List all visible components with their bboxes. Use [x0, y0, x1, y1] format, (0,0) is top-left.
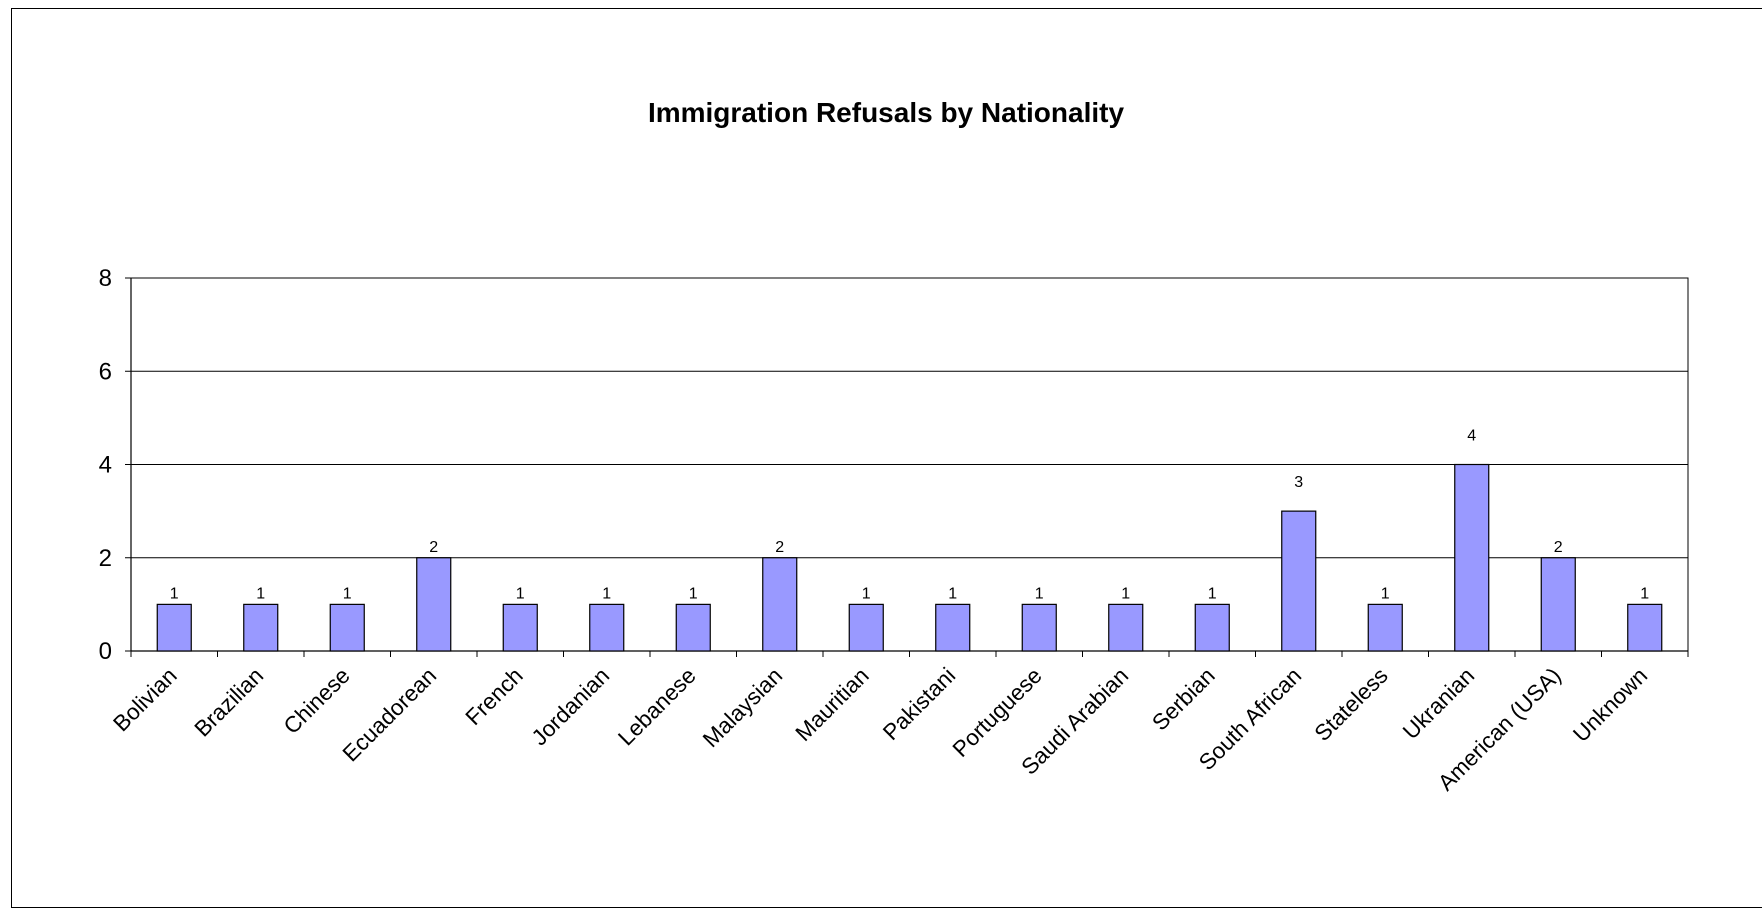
plot-area: 0 2 4 6 8 1 Bolivian 1 Brazilian 1 Chinese 2 Ecuador…	[99, 265, 1689, 795]
x-tick-label-1: Brazilian	[190, 663, 269, 742]
bar-3	[416, 557, 452, 652]
x-tick-label-7: Malaysian	[698, 663, 787, 752]
x-tick-label-3: Ecuadorean	[338, 663, 441, 766]
chart-frame	[11, 8, 1762, 908]
bar-10	[1021, 603, 1057, 652]
y-tick-label-8: 8	[99, 265, 112, 292]
bar-12	[1194, 603, 1230, 652]
data-label-7: 2	[775, 539, 784, 556]
data-label-1: 1	[256, 585, 265, 602]
x-tick-label-14: Stateless	[1310, 663, 1393, 746]
bar-8	[848, 603, 884, 652]
y-tick-label-2: 2	[99, 545, 112, 572]
bar-9	[935, 603, 971, 652]
x-tick-label-8: Mauritian	[791, 663, 874, 746]
bar-11	[1108, 603, 1144, 652]
data-label-4: 1	[516, 585, 525, 602]
x-tick-label-0: Bolivian	[108, 663, 181, 736]
x-tick-label-4: French	[461, 663, 528, 730]
bar-13	[1281, 510, 1317, 652]
data-label-2: 1	[343, 585, 352, 602]
data-label-14: 1	[1381, 585, 1390, 602]
data-label-3: 2	[429, 539, 438, 556]
data-label-5: 1	[602, 585, 611, 602]
y-tick-label-4: 4	[99, 452, 112, 479]
bar-15	[1454, 463, 1490, 652]
data-label-11: 1	[1121, 585, 1130, 602]
bar-16	[1540, 557, 1576, 652]
data-label-16: 2	[1554, 539, 1563, 556]
bar-0	[156, 603, 192, 652]
bar-14	[1367, 603, 1403, 652]
x-tick-label-17: Unknown	[1568, 663, 1652, 747]
bar-4	[502, 603, 538, 652]
bar-17	[1627, 603, 1663, 652]
x-tick-label-9: Pakistani	[878, 663, 960, 745]
chart-title: Immigration Refusals by Nationality	[648, 97, 1125, 128]
y-tick-label-0: 0	[99, 638, 112, 665]
bar-6	[675, 603, 711, 652]
data-label-8: 1	[862, 585, 871, 602]
data-label-15: 4	[1467, 428, 1476, 445]
x-tick-label-5: Jordanian	[527, 663, 615, 751]
x-tick-label-6: Lebanese	[613, 663, 701, 751]
bar-2	[329, 603, 365, 652]
data-label-12: 1	[1208, 585, 1217, 602]
data-label-17: 1	[1640, 585, 1649, 602]
y-tick-label-6: 6	[99, 358, 112, 385]
data-label-9: 1	[948, 585, 957, 602]
data-label-6: 1	[689, 585, 698, 602]
bar-1	[243, 603, 279, 652]
x-tick-label-2: Chinese	[279, 663, 355, 739]
x-tick-label-15: Ukranian	[1398, 663, 1479, 744]
data-label-10: 1	[1035, 585, 1044, 602]
x-tick-label-12: Serbian	[1147, 663, 1220, 736]
data-label-13: 3	[1294, 474, 1303, 491]
bar-7	[762, 557, 798, 652]
data-label-0: 1	[170, 585, 179, 602]
bar-5	[589, 603, 625, 652]
